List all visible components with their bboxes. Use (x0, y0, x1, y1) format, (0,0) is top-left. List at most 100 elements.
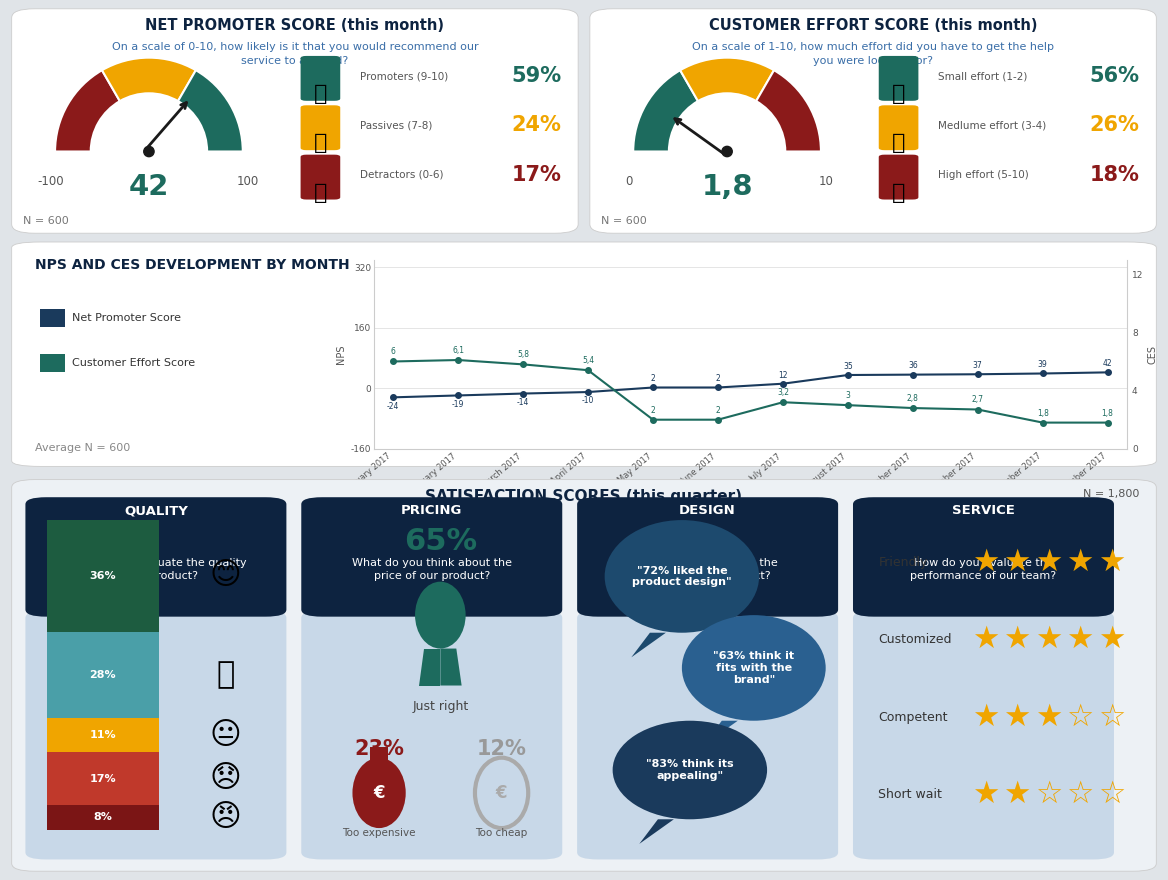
Text: ☆: ☆ (1098, 781, 1126, 809)
Text: How do you evaluate the quality
of our product?: How do you evaluate the quality of our p… (65, 558, 246, 582)
Text: ★: ★ (1035, 703, 1062, 731)
Bar (370, 747, 389, 761)
FancyBboxPatch shape (12, 242, 1156, 466)
Text: ★: ★ (1035, 626, 1062, 654)
FancyBboxPatch shape (878, 155, 918, 200)
Text: ★: ★ (1003, 703, 1030, 731)
Text: -14: -14 (517, 398, 529, 407)
Ellipse shape (613, 721, 767, 819)
Text: PRICING: PRICING (401, 504, 463, 517)
Wedge shape (102, 58, 196, 101)
Text: SERVICE: SERVICE (952, 504, 1015, 517)
Text: -24: -24 (387, 401, 399, 410)
Text: NET PROMOTER SCORE (this month): NET PROMOTER SCORE (this month) (146, 18, 444, 33)
Text: 8%: 8% (93, 812, 112, 823)
Text: "83% think its
appealing": "83% think its appealing" (646, 759, 734, 781)
Text: €: € (496, 784, 507, 802)
Wedge shape (55, 70, 120, 151)
Text: 😊: 😊 (209, 561, 242, 590)
FancyBboxPatch shape (301, 611, 562, 860)
FancyBboxPatch shape (853, 611, 1114, 860)
Text: QUALITY: QUALITY (124, 504, 188, 517)
Circle shape (144, 146, 154, 157)
Text: 18%: 18% (1090, 165, 1139, 185)
FancyBboxPatch shape (300, 155, 340, 200)
Text: 36: 36 (908, 362, 918, 370)
Text: ★: ★ (972, 703, 999, 731)
Wedge shape (756, 70, 821, 151)
Text: What do you think about the
price of our product?: What do you think about the price of our… (352, 558, 512, 582)
Text: 28%: 28% (90, 670, 117, 680)
Polygon shape (631, 633, 666, 657)
Text: 2,8: 2,8 (906, 394, 919, 403)
Text: 12%: 12% (477, 739, 527, 759)
Circle shape (722, 146, 732, 157)
Text: CUSTOMER EFFORT SCORE (this month): CUSTOMER EFFORT SCORE (this month) (709, 18, 1037, 33)
Text: SATISFACTION SCORES (this quarter): SATISFACTION SCORES (this quarter) (425, 489, 743, 504)
Text: ★: ★ (1003, 626, 1030, 654)
Text: 23%: 23% (354, 739, 404, 759)
Text: NPS AND CES DEVELOPMENT BY MONTH: NPS AND CES DEVELOPMENT BY MONTH (35, 258, 349, 272)
Text: 35: 35 (843, 362, 853, 370)
FancyBboxPatch shape (878, 106, 918, 150)
Text: 3: 3 (846, 391, 850, 400)
FancyBboxPatch shape (577, 611, 839, 860)
Text: 🙂: 🙂 (216, 661, 235, 689)
Circle shape (415, 582, 466, 649)
Bar (47, 632, 159, 718)
Text: 😞: 😞 (209, 764, 242, 793)
Y-axis label: CES: CES (1147, 345, 1157, 363)
Bar (47, 718, 159, 752)
Text: 3,2: 3,2 (777, 388, 788, 397)
Wedge shape (680, 58, 774, 101)
Text: ★: ★ (972, 781, 999, 809)
Text: Average N = 600: Average N = 600 (35, 443, 130, 453)
Text: 2: 2 (716, 406, 721, 414)
Text: -100: -100 (37, 175, 64, 188)
FancyBboxPatch shape (878, 56, 918, 101)
Text: ★: ★ (1098, 626, 1126, 654)
Text: 39: 39 (1038, 360, 1048, 370)
Text: 2: 2 (716, 374, 721, 384)
Text: Friendly: Friendly (878, 556, 927, 568)
Text: On a scale of 0-10, how likely is it that you would recommend our
service to a f: On a scale of 0-10, how likely is it tha… (112, 42, 478, 67)
Text: High effort (5-10): High effort (5-10) (938, 170, 1029, 180)
FancyBboxPatch shape (590, 9, 1156, 233)
Text: 5,4: 5,4 (582, 356, 595, 365)
Text: 😐: 😐 (209, 721, 242, 750)
Text: 10: 10 (819, 175, 833, 188)
Text: Promoters (9-10): Promoters (9-10) (360, 71, 449, 81)
Wedge shape (178, 70, 243, 151)
FancyBboxPatch shape (853, 497, 1114, 617)
Text: ☆: ☆ (1035, 781, 1062, 809)
Text: 17%: 17% (512, 165, 561, 185)
Text: 37: 37 (973, 361, 982, 370)
Text: 59%: 59% (512, 66, 561, 86)
Text: 24%: 24% (512, 115, 561, 136)
Text: ★: ★ (972, 548, 999, 576)
Text: ★: ★ (1003, 781, 1030, 809)
Text: Customized: Customized (878, 634, 952, 646)
Text: DESIGN: DESIGN (680, 504, 736, 517)
Text: ☆: ☆ (1066, 781, 1093, 809)
Text: Medlume effort (3-4): Medlume effort (3-4) (938, 121, 1047, 130)
Polygon shape (639, 819, 674, 844)
Text: Too cheap: Too cheap (475, 828, 528, 839)
Text: 100: 100 (236, 175, 258, 188)
Text: 36%: 36% (90, 571, 117, 581)
Wedge shape (633, 70, 698, 151)
Text: -10: -10 (582, 396, 595, 405)
Y-axis label: NPS: NPS (336, 344, 347, 364)
Text: 0: 0 (625, 175, 632, 188)
Text: 👍: 👍 (892, 84, 905, 104)
Text: 1,8: 1,8 (1101, 408, 1113, 417)
Text: 👎: 👎 (314, 134, 327, 153)
FancyBboxPatch shape (12, 480, 1156, 871)
Text: €: € (374, 784, 384, 802)
Text: 26%: 26% (1090, 115, 1139, 136)
Bar (40, 354, 65, 372)
FancyBboxPatch shape (12, 9, 578, 233)
Text: N = 1,800: N = 1,800 (1083, 489, 1139, 499)
Text: 👍: 👍 (314, 84, 327, 104)
Text: How do you evaluate the
design of our product?: How do you evaluate the design of our pr… (638, 558, 778, 582)
